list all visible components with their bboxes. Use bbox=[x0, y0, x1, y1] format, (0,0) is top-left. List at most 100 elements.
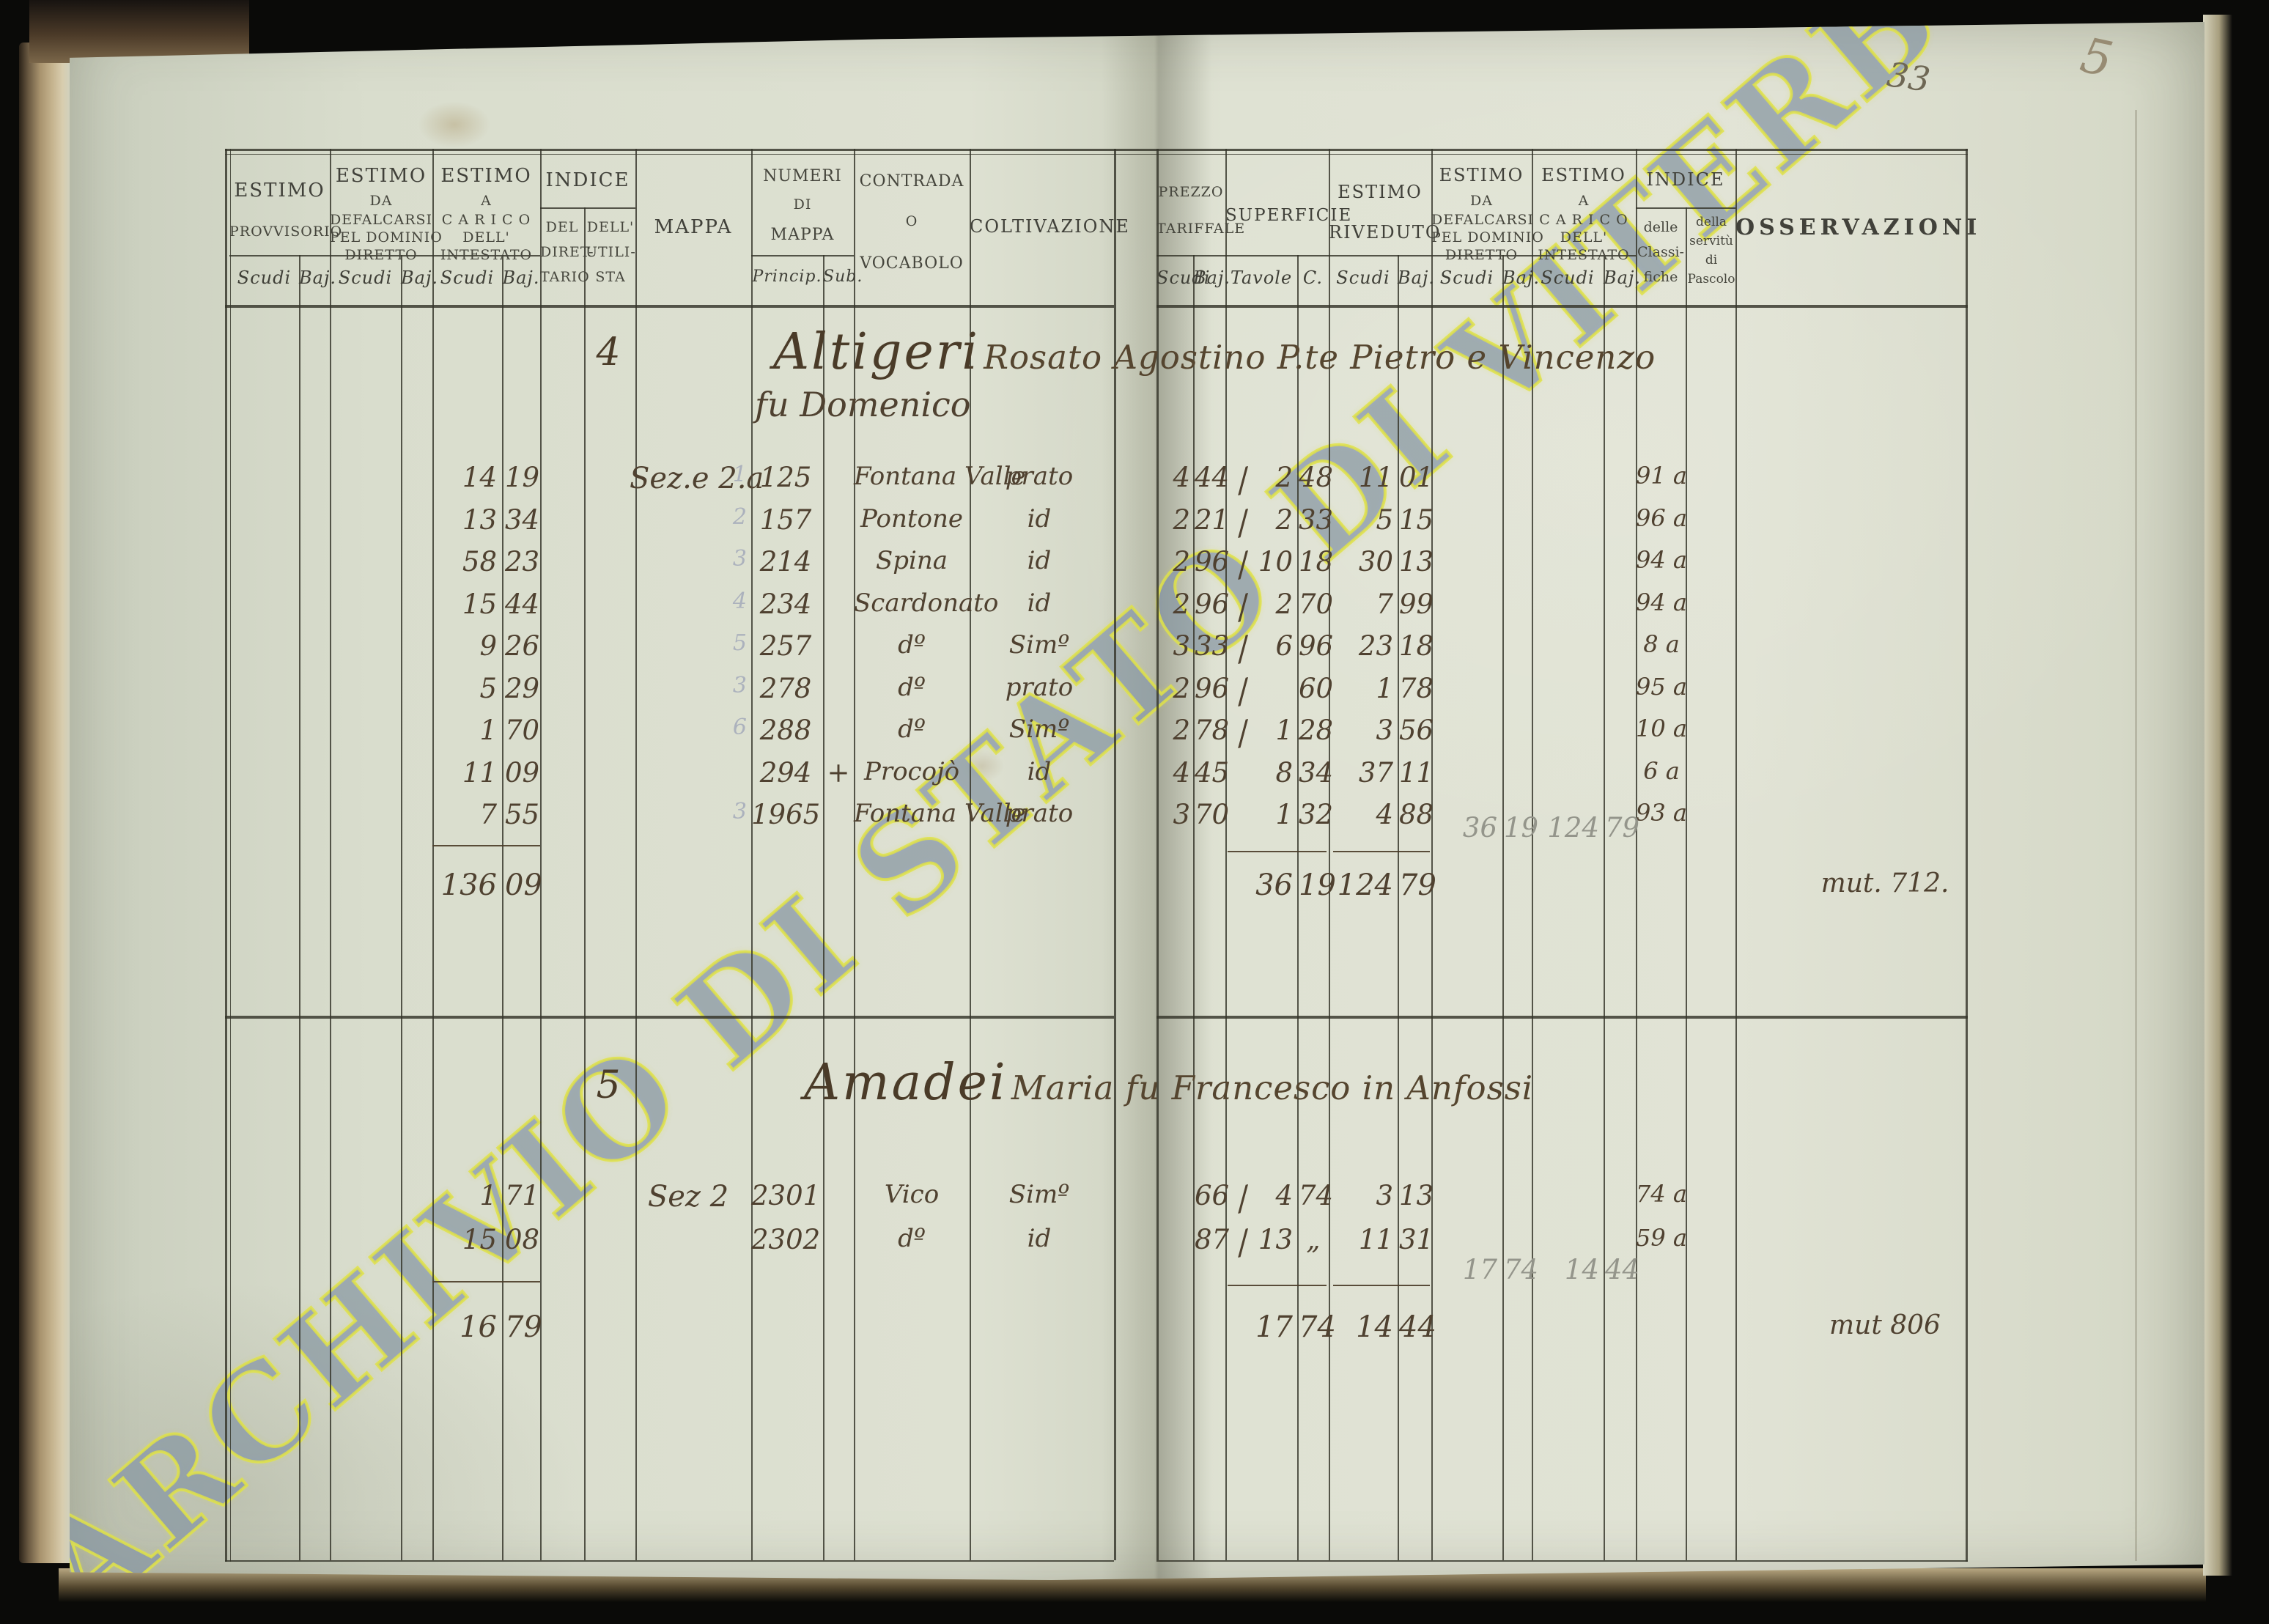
header-text: INDICE bbox=[1646, 169, 1725, 190]
unit-label-scudi: Scudi bbox=[1439, 267, 1494, 288]
table-border-top bbox=[225, 149, 1968, 151]
cadastral-table: ESTIMO PROVVISORIO ESTIMO DA DEFALCARSI … bbox=[225, 149, 1977, 1565]
riveduto-baj: 15 bbox=[1399, 504, 1434, 536]
subcolumn-line bbox=[1193, 255, 1195, 1560]
header-text: STA bbox=[595, 269, 626, 285]
pencil-total: 36 bbox=[1462, 812, 1497, 844]
parcel-row: 15 08 2302 dº id 87 ∕ 13 „ 11 31 59 a bbox=[225, 1223, 1968, 1266]
unit-label-baj: Baj. bbox=[1193, 267, 1231, 288]
total-superficie-c: 74 bbox=[1299, 1310, 1336, 1344]
intestato-surname: Altigeri bbox=[773, 323, 980, 381]
page-crease bbox=[2135, 110, 2137, 1561]
unit-label-baj: Baj. bbox=[1604, 267, 1642, 288]
entry-totals-row: 16 79 17 74 14 44 mut 806 bbox=[225, 1310, 1968, 1353]
column-line bbox=[751, 149, 753, 1560]
carico-baj: 55 bbox=[505, 799, 540, 830]
superficie-tavole: 10 bbox=[1258, 546, 1293, 577]
total-rule bbox=[1228, 851, 1327, 852]
total-riveduto-scudi: 14 bbox=[1356, 1310, 1393, 1344]
riveduto-scudi: 11 bbox=[1358, 1224, 1393, 1255]
header-rule-right bbox=[1156, 305, 1968, 308]
classifica: 8 a bbox=[1643, 630, 1680, 658]
header-numeri-di-mappa: NUMERI DI MAPPA bbox=[751, 149, 854, 306]
header-text: ESTIMO bbox=[234, 180, 325, 202]
header-text: DELL' bbox=[462, 229, 510, 246]
unit-label-scudi: Scudi bbox=[1336, 267, 1390, 288]
osservazione-note: mut 806 bbox=[1829, 1310, 1941, 1340]
superficie-c: 32 bbox=[1299, 799, 1334, 830]
check-stroke: ∕ bbox=[1233, 672, 1252, 711]
book-cover-corner bbox=[29, 0, 249, 63]
riveduto-scudi: 4 bbox=[1376, 799, 1393, 830]
numero-mappa: 294 bbox=[759, 757, 812, 789]
coltivazione: Simº bbox=[1008, 630, 1070, 660]
header-text: TARIO bbox=[540, 269, 590, 285]
header-text: PROVVISORIO bbox=[229, 224, 343, 240]
header-rule-left bbox=[225, 305, 1114, 308]
right-page-border bbox=[1156, 149, 1159, 1560]
header-text: INTESTATO bbox=[440, 247, 533, 263]
riveduto-scudi: 23 bbox=[1358, 630, 1393, 662]
prezzo-baj: 66 bbox=[1195, 1180, 1230, 1211]
carico-baj: 71 bbox=[505, 1180, 540, 1211]
classifica: 94 a bbox=[1636, 546, 1687, 574]
riveduto-baj: 13 bbox=[1399, 1180, 1434, 1211]
book-fore-edge bbox=[2203, 15, 2232, 1576]
total-rule bbox=[1333, 1285, 1430, 1286]
header-mappa: MAPPA bbox=[635, 149, 751, 306]
header-text: Classi- bbox=[1637, 244, 1684, 260]
header-text: DIRETTO bbox=[344, 247, 418, 263]
carico-scudi: 7 bbox=[479, 799, 497, 830]
pencil-total: 124 bbox=[1547, 812, 1599, 844]
prezzo-scudi: 4 bbox=[1173, 757, 1190, 789]
parcel-row: 13 34 2 157 Pontone id 2 21 ∕ 2 33 5 15 96 a bbox=[225, 503, 1968, 547]
header-text: SUPERFICIE bbox=[1225, 206, 1353, 225]
total-carico-baj: 79 bbox=[505, 1310, 542, 1344]
riveduto-baj: 11 bbox=[1399, 757, 1434, 789]
intestato-names: Rosato Agostino P.te Pietro e Vincenzo bbox=[984, 338, 1656, 377]
contrada: Pontone bbox=[860, 504, 964, 534]
carico-scudi: 1 bbox=[479, 715, 497, 746]
superficie-tavole: 4 bbox=[1275, 1180, 1293, 1211]
header-text: C A R I C O bbox=[441, 212, 531, 228]
superficie-tavole: 6 bbox=[1275, 630, 1293, 662]
parcel-row: 58 23 3 214 Spina id 2 96 ∕ 10 18 30 13 94 a bbox=[225, 545, 1968, 588]
subcolumn-line bbox=[401, 255, 402, 1560]
header-estimo-defalcarsi-right: ESTIMO DA DEFALCARSI PEL DOMINIO DIRETTO bbox=[1431, 149, 1543, 306]
mappa-sezione: Sez 2 bbox=[647, 1180, 729, 1214]
entry-totals-row: 136 09 36 19 124 79 mut. 712. bbox=[225, 868, 1968, 911]
column-line bbox=[432, 149, 434, 1560]
header-text: ESTIMO bbox=[1439, 165, 1524, 185]
header-text: della bbox=[1696, 215, 1727, 229]
header-text: ESTIMO bbox=[335, 165, 427, 187]
header-indice-utilista: DELL' UTILI- STA bbox=[586, 149, 635, 306]
subheader-rule bbox=[751, 255, 854, 256]
header-indice-left: INDICE bbox=[540, 149, 635, 306]
header-estimo-provvisorio: ESTIMO PROVVISORIO bbox=[229, 149, 343, 306]
table-border-bottom bbox=[225, 1560, 1114, 1562]
classifica: 59 a bbox=[1636, 1224, 1687, 1252]
header-text: DA bbox=[1470, 193, 1493, 209]
coltivazione: id bbox=[1027, 1224, 1052, 1253]
subcolumn-line bbox=[1398, 255, 1399, 1560]
superficie-tavole: 1 bbox=[1275, 799, 1293, 830]
riveduto-scudi: 3 bbox=[1376, 1180, 1393, 1211]
carico-scudi: 15 bbox=[462, 588, 497, 620]
osservazione-note: mut. 712. bbox=[1820, 868, 1949, 898]
prezzo-baj: 87 bbox=[1195, 1224, 1230, 1255]
prezzo-scudi: 2 bbox=[1173, 546, 1190, 577]
prezzo-baj: 45 bbox=[1195, 757, 1230, 789]
sub-cross-mark: + bbox=[827, 757, 850, 789]
carico-baj: 70 bbox=[505, 715, 540, 746]
carico-baj: 44 bbox=[505, 588, 540, 620]
riveduto-baj: 99 bbox=[1399, 588, 1434, 620]
total-carico-scudi: 136 bbox=[440, 868, 497, 902]
coltivazione: id bbox=[1027, 504, 1052, 534]
header-contrada: CONTRADA O VOCABOLO bbox=[854, 149, 970, 306]
superficie-c: 18 bbox=[1299, 546, 1334, 577]
classifica: 6 a bbox=[1643, 757, 1680, 785]
superficie-c: „ bbox=[1306, 1224, 1321, 1255]
pencil-total: 74 bbox=[1504, 1254, 1539, 1285]
header-text: DI bbox=[793, 196, 812, 213]
superficie-c: 33 bbox=[1299, 504, 1334, 536]
